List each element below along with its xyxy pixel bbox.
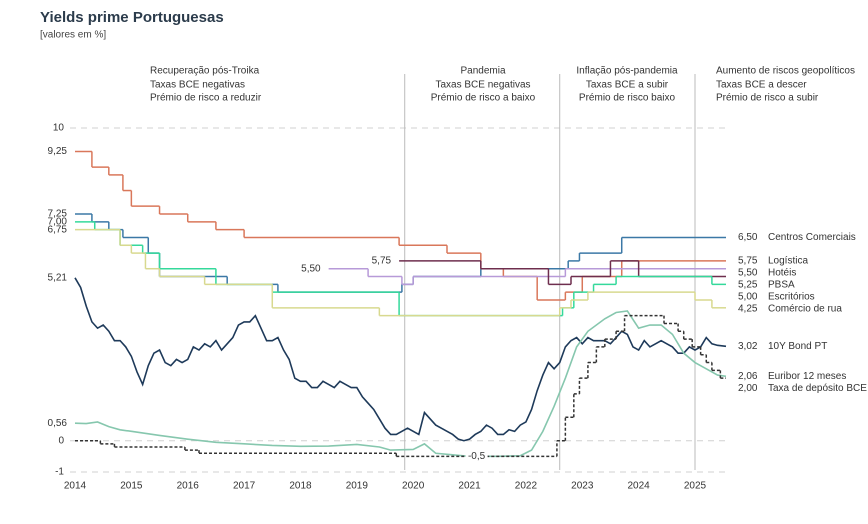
legend-label: Logística: [768, 256, 808, 267]
chart-subtitle: [valores em %]: [40, 30, 106, 41]
x-tick-label: 2016: [177, 481, 200, 492]
x-tick-label: 2024: [628, 481, 651, 492]
chart-title: Yields prime Portuguesas: [40, 9, 224, 26]
end-label: 5,50: [738, 268, 758, 279]
x-tick-label: 2020: [402, 481, 425, 492]
legend-label: Comércio de rua: [768, 304, 842, 315]
start-label: 7,00: [48, 216, 68, 227]
x-tick-label: 2015: [120, 481, 143, 492]
x-tick-label: 2019: [346, 481, 369, 492]
legend-label: Euribor 12 meses: [768, 371, 846, 382]
y-tick-label: 10: [53, 123, 65, 134]
legend-label: 10Y Bond PT: [768, 341, 827, 352]
period-title: Recuperação pós-Troika: [150, 66, 260, 77]
legend-label: PBSA: [768, 280, 795, 291]
period-title: Aumento de riscos geopolíticos: [716, 66, 855, 77]
start-label: 9,25: [48, 146, 68, 157]
x-tick-label: 2018: [289, 481, 312, 492]
y-tick-label: 0: [58, 435, 64, 446]
end-label: 2,06: [738, 371, 758, 382]
end-label: 2,00: [738, 383, 758, 394]
start-label: 5,50: [301, 263, 321, 274]
period-note: Taxas BCE a descer: [716, 80, 807, 91]
start-label: 5,21: [48, 272, 68, 283]
period-note: Prémio de risco a baixo: [431, 93, 536, 104]
start-label: 0,56: [48, 418, 68, 429]
y-tick-label: -1: [55, 467, 64, 478]
end-label: 5,25: [738, 280, 758, 291]
period-note: Taxas BCE negativas: [150, 80, 245, 91]
label-bg: [465, 450, 488, 463]
end-label: 5,00: [738, 292, 758, 303]
period-note: Prémio de risco a reduzir: [150, 93, 262, 104]
series-line: [74, 310, 727, 458]
legend-label: Escritórios: [768, 292, 815, 303]
x-tick-label: 2025: [684, 481, 707, 492]
period-title: Pandemia: [460, 66, 505, 77]
value-label: -0,5: [468, 451, 486, 462]
x-tick-label: 2021: [458, 481, 481, 492]
end-label: 5,75: [738, 256, 758, 267]
x-tick-label: 2022: [515, 481, 538, 492]
end-label: 4,25: [738, 304, 758, 315]
x-tick-label: 2017: [233, 481, 256, 492]
x-tick-label: 2014: [64, 481, 87, 492]
start-label: 7,25: [48, 209, 68, 220]
end-label: 3,02: [738, 341, 758, 352]
legend-label: Centros Comerciais: [768, 232, 856, 243]
period-note: Prémio de risco baixo: [579, 93, 676, 104]
start-label: 6,75: [48, 224, 68, 235]
period-note: Prémio de risco a subir: [716, 93, 819, 104]
legend-label: Taxa de depósito BCE: [768, 383, 867, 394]
x-tick-label: 2023: [571, 481, 594, 492]
end-label: 6,50: [738, 232, 758, 243]
start-label: 5,75: [372, 256, 392, 267]
period-note: Taxas BCE a subir: [586, 80, 669, 91]
series-line: [74, 277, 727, 442]
legend-label: Hotéis: [768, 268, 796, 279]
period-title: Inflação pós-pandemia: [576, 66, 678, 77]
period-note: Taxas BCE negativas: [435, 80, 530, 91]
